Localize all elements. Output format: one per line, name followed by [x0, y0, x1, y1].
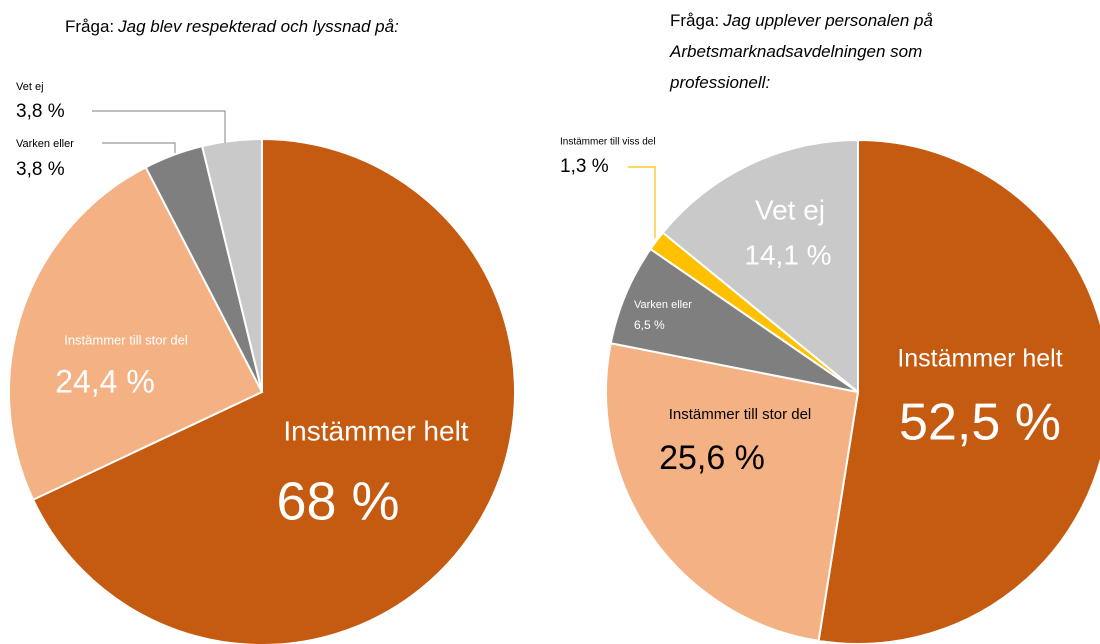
title-prefix: Fråga: — [65, 17, 114, 36]
chart-title: Fråga: Jag upplever personalen på — [670, 11, 933, 30]
slice-value-label: 24,4 % — [55, 363, 155, 399]
pie-slice — [661, 138, 859, 395]
title-prefix: Fråga: — [670, 11, 719, 30]
chart-title: Fråga: Jag blev respekterad och lyssnad p… — [65, 17, 399, 36]
slice-value-label: 3,8 % — [16, 159, 65, 180]
leader-line — [102, 142, 176, 153]
slice-value-label: 52,5 % — [899, 394, 1061, 452]
slice-label: Varken eller — [16, 138, 74, 150]
pie-slice — [605, 342, 860, 643]
slice-label: Instämmer till stor del — [64, 332, 188, 347]
slice-label: Vet ej — [755, 194, 825, 225]
title-question: professionell: — [669, 73, 770, 92]
leader-line — [92, 110, 226, 143]
leader-line — [628, 166, 656, 238]
slice-label: Instämmer helt — [283, 415, 468, 446]
slice-value-label: 68 % — [276, 471, 399, 531]
pie-slice — [200, 137, 263, 393]
pie-slice — [817, 138, 1100, 644]
slice-label: Instämmer helt — [897, 345, 1062, 373]
title-question: Arbetsmarknadsavdelningen som — [669, 42, 922, 61]
slice-value-label: 6,5 % — [634, 318, 665, 332]
title-question: Jag blev respekterad och lyssnad på: — [117, 17, 399, 36]
chart-title: professionell: — [669, 73, 770, 92]
slice-label: Instämmer till viss del — [560, 137, 656, 148]
slice-label: Vet ej — [16, 81, 44, 93]
pie-slice — [8, 165, 264, 502]
title-question: Jag upplever personalen på — [722, 11, 933, 30]
slice-label: Instämmer till stor del — [669, 406, 812, 423]
slice-value-label: 25,6 % — [659, 439, 765, 477]
chart-title: Arbetsmarknadsavdelningen som — [669, 42, 922, 61]
slice-value-label: 14,1 % — [744, 239, 831, 270]
slice-value-label: 3,8 % — [16, 101, 65, 122]
pie-slice — [31, 137, 516, 644]
slice-value-label: 1,3 % — [560, 156, 609, 177]
slice-label: Varken eller — [634, 299, 692, 311]
